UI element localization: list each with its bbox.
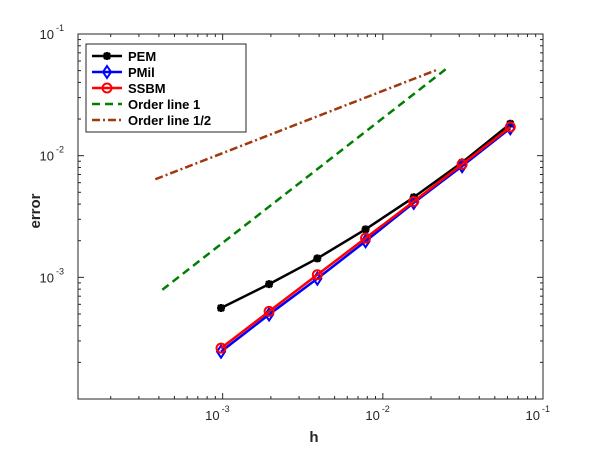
data-point-marker [263, 305, 275, 317]
x-tick-label: 10 [365, 408, 379, 423]
data-point-marker [265, 280, 274, 289]
y-tick-label: 10 [40, 27, 54, 42]
data-point-marker [504, 121, 516, 133]
legend-marker [101, 64, 113, 80]
data-point-marker [456, 158, 468, 174]
series-4 [154, 68, 439, 181]
data-point-marker [505, 120, 516, 137]
legend-label: PEM [128, 49, 156, 64]
data-point-marker [215, 343, 227, 360]
data-point-marker [311, 269, 323, 281]
legend-label: SSBM [128, 81, 166, 96]
data-point-marker [217, 303, 226, 312]
series-line [154, 68, 439, 181]
series-2 [215, 121, 516, 354]
series-line [220, 126, 512, 350]
series-line [220, 127, 512, 353]
y-axis-label: error [27, 193, 44, 228]
data-point-marker [408, 196, 420, 208]
series-3 [161, 67, 448, 291]
legend-label: Order line 1 [128, 97, 200, 112]
x-axis-label: h [309, 429, 318, 446]
data-point-marker [313, 254, 322, 263]
data-point-marker [215, 342, 227, 354]
y-tick-label: 10 [40, 149, 54, 164]
data-point-marker [458, 158, 467, 167]
x-tick-label: 10 [205, 408, 219, 423]
x-tick-exponent: -1 [542, 404, 550, 414]
legend-marker [103, 52, 111, 60]
legend-label: Order line 1/2 [128, 113, 211, 128]
data-point-marker [360, 232, 372, 244]
legend-label: PMil [128, 65, 155, 80]
data-point-marker [361, 225, 370, 234]
y-tick-label: 10 [40, 270, 54, 285]
y-tick-exponent: -1 [56, 23, 64, 33]
x-tick-exponent: -3 [222, 404, 230, 414]
x-tick-label: 10 [526, 408, 540, 423]
y-tick-exponent: -3 [56, 266, 64, 276]
y-tick-exponent: -2 [56, 145, 64, 155]
plot-area: 10 -3 10 -2 10 -110 -310 -210 -1PEMPMilSSBMOrder… [40, 23, 550, 423]
series-line [161, 67, 448, 291]
x-tick-exponent: -2 [382, 404, 390, 414]
data-point-marker [456, 158, 468, 170]
legend-marker [101, 82, 113, 94]
